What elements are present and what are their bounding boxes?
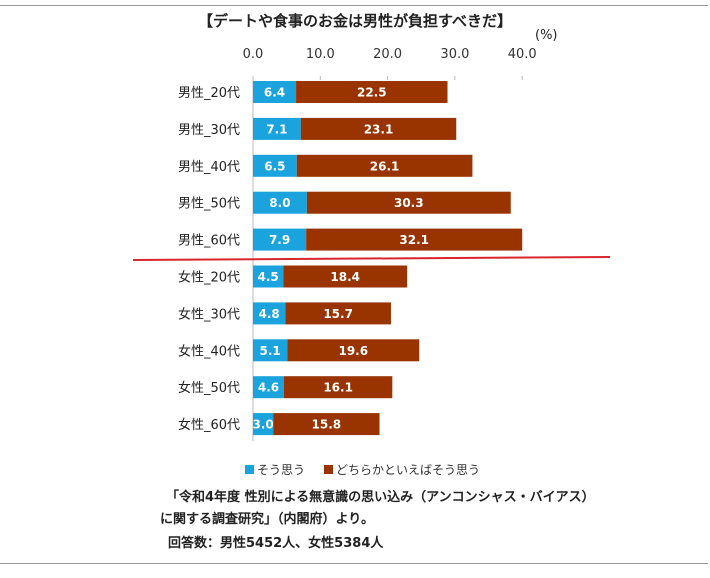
respondents: 回答数：男性5452人、女性5384人 [168, 536, 384, 551]
data-label: 8.0 [269, 196, 290, 210]
x-tick-label: 40.0 [508, 47, 537, 62]
bar-segment [273, 413, 380, 436]
bar-segment [300, 117, 457, 140]
data-label: 4.5 [258, 270, 279, 284]
data-label: 4.6 [258, 381, 279, 395]
bar-segment [253, 265, 284, 288]
data-label: 18.4 [330, 270, 360, 284]
legend-label: そう思う [257, 463, 306, 477]
legend-swatch [245, 465, 254, 474]
legend-item-sou-omou: そう思う [245, 461, 305, 478]
x-tick-label: 20.0 [373, 47, 402, 62]
data-label: 5.1 [260, 344, 281, 358]
category-label: 男性_20代 [178, 86, 240, 101]
bar-segment [253, 191, 307, 214]
legend-swatch [324, 465, 333, 474]
source-line-2: に関する調査研究」（内閣府）より。 [160, 512, 374, 527]
data-label: 7.9 [269, 233, 290, 247]
bar-segment [296, 81, 448, 103]
bar-segment [253, 228, 307, 251]
data-label: 16.1 [323, 381, 353, 395]
data-label: 15.8 [312, 418, 342, 432]
data-label: 32.1 [399, 233, 429, 247]
x-tick-label: 10.0 [306, 47, 335, 62]
legend-item-dochiraka: どちらかといえばそう思う [324, 461, 480, 478]
data-label: 30.3 [394, 196, 424, 210]
data-label: 6.5 [264, 159, 285, 173]
category-label: 女性_20代 [178, 270, 240, 286]
bar-segment [306, 191, 511, 214]
bar-segment [296, 154, 473, 177]
bar-segment [283, 376, 393, 399]
bar-segment [285, 302, 391, 325]
data-label: 23.1 [364, 122, 394, 136]
bar-segment [283, 265, 408, 288]
x-tick-label: 0.0 [243, 47, 264, 62]
bar-segment [287, 339, 420, 362]
divider-line [132, 256, 611, 261]
category-label: 男性_50代 [178, 197, 240, 212]
category-label: 男性_60代 [178, 234, 240, 249]
category-label: 男性_30代 [178, 123, 240, 138]
category-label: 女性_60代 [178, 417, 240, 433]
bar-segment [306, 228, 523, 251]
data-label: 22.5 [357, 86, 387, 100]
bar-segment [253, 154, 297, 177]
bar-segment [253, 339, 288, 362]
bar-segment [253, 117, 301, 140]
chart-title: 【デートや食事のお金は男性が負担すべきだ】 [198, 12, 512, 30]
frame [0, 5, 708, 564]
data-label: 6.4 [264, 86, 285, 100]
data-label: 7.1 [266, 122, 287, 136]
bar-segment [253, 81, 297, 103]
category-label: 女性_50代 [178, 380, 240, 396]
data-label: 15.7 [323, 307, 353, 321]
legend-label: どちらかといえばそう思う [336, 463, 481, 477]
data-label: 4.8 [259, 307, 280, 321]
bar-segment [253, 376, 284, 399]
data-label: 3.0 [252, 418, 273, 432]
data-label: 26.1 [370, 159, 400, 173]
unit-label: (%) [535, 28, 558, 43]
x-tick-label: 30.0 [440, 47, 469, 62]
bar-segment [253, 413, 274, 436]
source-line-1: 「令和4年度 性別による無意識の思い込み（アンコンシャス・バイアス） [166, 490, 595, 505]
category-label: 女性_40代 [178, 343, 240, 359]
category-label: 男性_40代 [178, 160, 240, 175]
data-label: 19.6 [338, 344, 368, 358]
category-label: 女性_30代 [178, 306, 240, 322]
bar-segment [253, 302, 286, 325]
